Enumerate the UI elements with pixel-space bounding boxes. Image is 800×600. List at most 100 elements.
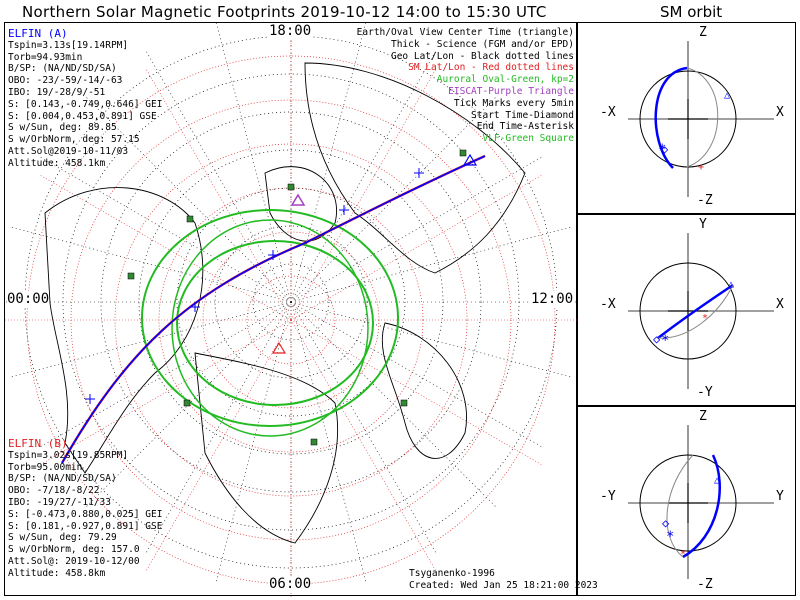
legend-end-time: End Time-Asterisk	[476, 121, 574, 133]
geo-meridian	[290, 50, 437, 303]
start-diamond-a: ◇	[662, 516, 670, 530]
geo-meridian	[145, 301, 292, 554]
time-label-bottom: 06:00	[269, 576, 312, 592]
elfin-a-line: S w/Sun, deg: 89.85	[8, 122, 117, 134]
map-graphic	[5, 23, 578, 597]
geo-meridian	[39, 301, 292, 448]
elfin-b-line: OBO: -7/18/-8/22	[8, 485, 100, 497]
vlf-square	[287, 183, 295, 191]
elfin-a-title: ELFIN (A)	[8, 27, 68, 40]
auroral-oval-outer	[171, 219, 369, 437]
coastline	[194, 352, 339, 544]
auroral-oval-middle	[141, 209, 399, 427]
orbit-graphic-yz: ◇ * △ *	[628, 425, 774, 579]
footprint-track-b	[60, 154, 486, 464]
sm-meridian	[39, 174, 292, 321]
elfin-a-line: S: [0.004,0.453,0.891] GSE	[8, 110, 157, 122]
orbit-graphic-xy: ◇ * △ *	[628, 233, 774, 389]
coastline	[264, 166, 337, 242]
geo-meridian	[39, 156, 292, 303]
time-label-top: 18:00	[269, 23, 312, 39]
elfin-b-line: B/SP: (NA/ND/SD/SA)	[8, 473, 117, 485]
elfin-b-line: IBO: -19/27/-11/33	[8, 496, 111, 508]
orbit-path-b	[666, 454, 694, 558]
orbit-path-a	[654, 66, 688, 169]
eiscat-triangle	[290, 193, 306, 206]
end-asterisk-a: *	[661, 333, 669, 349]
orbit-path-a	[657, 283, 734, 339]
vlf-square	[400, 399, 408, 407]
sm-latitude-circle	[114, 143, 468, 497]
geo-meridian	[290, 301, 497, 508]
legend-tick-marks: Tick Marks every 5min	[453, 97, 574, 109]
geo-meridian	[290, 226, 572, 303]
elfin-a-line: Altitude: 458.1km	[8, 157, 106, 169]
geo-meridian	[290, 301, 367, 583]
geo-meridian	[85, 96, 292, 303]
created-timestamp: Created: Wed Jan 25 18:21:00 2023	[409, 579, 598, 591]
elfin-a-line: IBO: 19/-28/9/-51	[8, 86, 106, 98]
time-label-left: 00:00	[7, 291, 50, 307]
footprint-map: 18:00 00:00 12:00 06:00 Earth/Oval View …	[4, 22, 598, 597]
axis-bottom-xy: -Y	[697, 385, 713, 400]
legend-auroral-oval: Auroral Oval-Green, kp=2	[436, 74, 574, 86]
page-title: Northern Solar Magnetic Footprints 2019-…	[22, 3, 547, 21]
vlf-square	[183, 399, 191, 407]
end-asterisk-a: *	[666, 529, 674, 545]
orbit-graphic-xz: ◇ * △ +	[628, 41, 774, 197]
orbit-path-b	[657, 284, 734, 339]
geo-meridian	[10, 301, 292, 378]
geo-meridian	[290, 23, 367, 303]
sm-meridian	[290, 319, 437, 572]
sm-latitude-circle	[246, 275, 336, 365]
elfin-b-line: S: [0.181,-0.927,0.891] GSE	[8, 520, 163, 532]
tick-b: +	[698, 162, 704, 173]
sm-meridian	[290, 319, 543, 466]
view-triangle-a: △	[724, 90, 730, 101]
time-label-right: 12:00	[531, 291, 574, 307]
elfin-a-line: S w/OrbNorm, deg: 57.15	[8, 134, 140, 146]
elfin-b-line: S w/Sun, deg: 79.29	[8, 532, 117, 544]
orbit-title: SM orbit	[660, 3, 723, 21]
orbit-path-a	[682, 454, 721, 559]
footer: Tsyganenko-1996 Created: Wed Jan 25 18:2…	[409, 568, 598, 592]
auroral-oval-inner	[176, 240, 374, 406]
view-center-triangle-b	[271, 341, 287, 354]
axis-top-xz: Z	[699, 25, 707, 40]
footprint-track-a	[61, 155, 486, 464]
tick-b: *	[702, 313, 708, 324]
axis-right-xz: X	[776, 105, 784, 120]
elfin-a-line: Att.Sol@2019-10-11/03	[8, 145, 129, 157]
vlf-square	[186, 215, 194, 223]
elfin-b-title: ELFIN (B)	[8, 437, 68, 450]
elfin-b-line: S: [-0.473,0.880,0.025] GEI	[8, 508, 163, 520]
elfin-a-line: B/SP: (NA/ND/SD/SA)	[8, 63, 117, 75]
legend: Earth/Oval View Center Time (triangle) T…	[357, 27, 574, 145]
elfin-b-line: S w/OrbNorm, deg: 157.0	[8, 544, 140, 556]
elfin-a-line: OBO: -23/-59/-14/-63	[8, 75, 123, 87]
tick-b: *	[680, 549, 686, 560]
orbit-panel-xy: ◇ * △ * Y -Y -X X	[577, 214, 796, 406]
axis-right-yz: Y	[776, 489, 784, 504]
axis-left-xy: -X	[600, 297, 616, 312]
vlf-square	[310, 438, 318, 446]
elfin-b-line: Tspin=3.02s[19.85RPM]	[8, 449, 129, 461]
legend-vlf: VLF-Green Square	[482, 133, 574, 145]
axis-top-yz: Z	[699, 409, 707, 424]
orbit-panel-xz: ◇ * △ + Z -Z -X X	[577, 22, 796, 214]
view-triangle-a: △	[728, 279, 734, 290]
geo-meridian	[290, 301, 543, 448]
axis-left-xz: -X	[600, 105, 616, 120]
sm-meridian	[145, 68, 292, 321]
axis-bottom-yz: -Z	[697, 577, 713, 592]
vlf-square	[127, 272, 135, 280]
elfin-a-line: Torb=94.93min	[8, 51, 83, 63]
axis-left-yz: -Y	[600, 489, 616, 504]
geo-meridian	[215, 301, 292, 583]
elfin-b-info: ELFIN (B) Tspin=3.02s[19.85RPM] Torb=95.…	[8, 438, 162, 580]
vlf-square	[459, 149, 467, 157]
elfin-b-line: Att.Sol@: 2019-10-12/00	[8, 555, 140, 567]
legend-sm-grid: SM Lat/Lon - Red dotted lines	[408, 62, 574, 74]
geo-meridian	[10, 226, 292, 303]
view-triangle-a: △	[714, 475, 720, 486]
